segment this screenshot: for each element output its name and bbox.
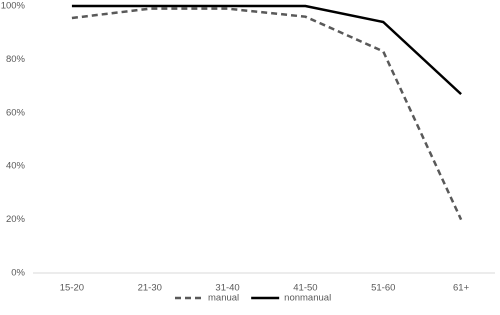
series-line xyxy=(71,7,463,221)
legend-label: manual xyxy=(208,293,239,304)
series-line xyxy=(71,4,462,96)
y-tick-label: 0% xyxy=(11,268,25,279)
x-tick-label: 21-30 xyxy=(138,283,162,294)
x-tick-label: 15-20 xyxy=(60,283,84,294)
y-tick-label: 20% xyxy=(6,214,26,225)
x-tick-label: 31-40 xyxy=(215,283,239,294)
x-tick-label: 51-60 xyxy=(371,283,395,294)
y-tick-label: 40% xyxy=(6,161,26,172)
y-tick-label: 100% xyxy=(1,1,26,12)
x-tick-label: 61+ xyxy=(453,283,470,294)
y-tick-label: 80% xyxy=(6,54,26,65)
y-tick-label: 60% xyxy=(6,107,26,118)
legend-label: nonmanual xyxy=(284,293,331,304)
x-tick-label: 41-50 xyxy=(293,283,317,294)
